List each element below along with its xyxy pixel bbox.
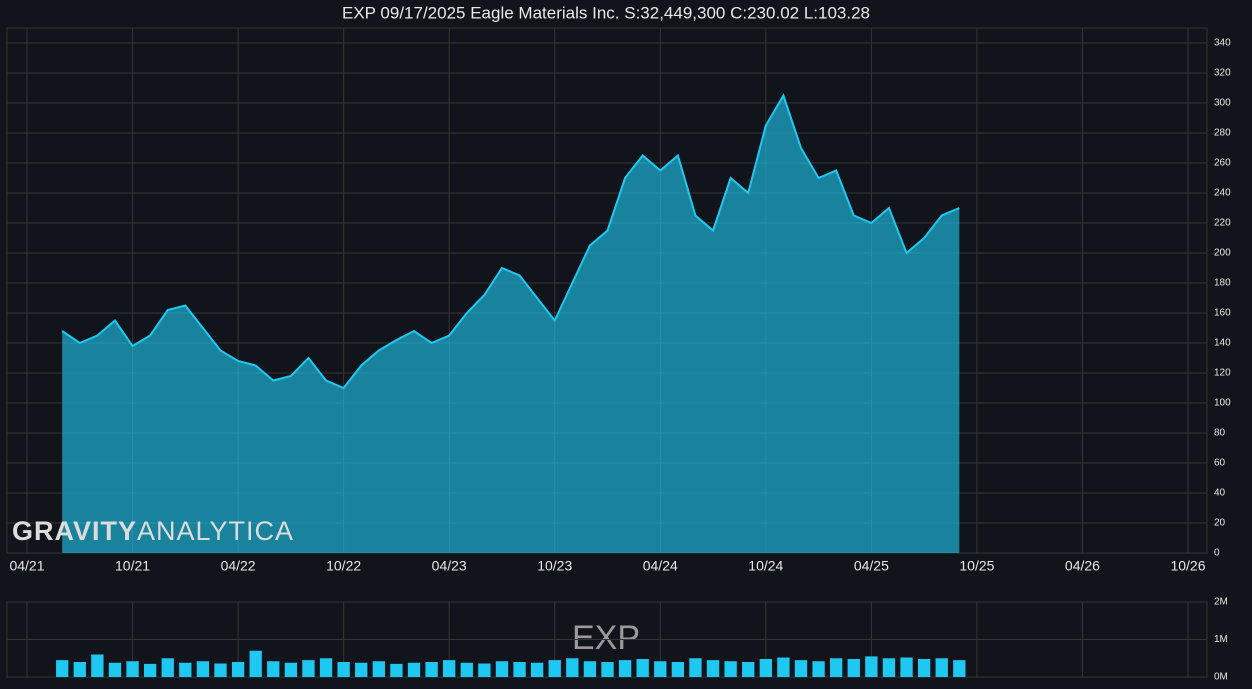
volume-bar — [267, 661, 280, 677]
y-tick-label: 0 — [1214, 548, 1220, 559]
volume-bar — [882, 658, 896, 677]
y-tick-label: 60 — [1214, 458, 1226, 469]
y-tick-label: 180 — [1214, 278, 1231, 289]
volume-bar — [953, 660, 966, 677]
volume-bar — [56, 660, 69, 677]
volume-bar — [73, 662, 86, 677]
volume-bar — [618, 660, 632, 677]
y-tick-label: 0M — [1214, 672, 1228, 683]
volume-bar — [548, 660, 561, 677]
volume-bar — [935, 658, 948, 677]
volume-bar — [355, 662, 368, 677]
x-tick-label: 04/21 — [9, 558, 44, 574]
y-tick-label: 220 — [1214, 218, 1231, 229]
volume-bar — [671, 662, 685, 677]
volume-bar — [794, 660, 808, 677]
y-tick-label: 40 — [1214, 488, 1226, 499]
x-tick-label: 10/26 — [1170, 558, 1205, 574]
volume-bar — [513, 662, 526, 677]
volume-bar — [654, 661, 667, 677]
volume-bar — [460, 662, 473, 677]
volume-bar — [443, 660, 456, 677]
y-tick-label: 80 — [1214, 428, 1226, 439]
y-tick-label: 120 — [1214, 368, 1231, 379]
x-tick-label: 04/24 — [643, 558, 678, 574]
volume-bar — [91, 654, 104, 677]
x-tick-label: 10/23 — [537, 558, 572, 574]
x-tick-label: 10/21 — [115, 558, 150, 574]
volume-bar — [706, 660, 720, 677]
area-fill — [62, 95, 960, 553]
volume-bar — [284, 662, 298, 677]
y-tick-label: 160 — [1214, 308, 1231, 319]
volume-bar — [478, 663, 491, 677]
volume-bar — [249, 650, 262, 677]
y-tick-label: 1M — [1214, 634, 1228, 645]
x-tick-label: 10/22 — [326, 558, 361, 574]
volume-bar — [319, 658, 333, 677]
volume-bar — [495, 661, 509, 677]
volume-bar — [390, 663, 403, 677]
volume-bar — [865, 656, 878, 677]
logo: GRAVITYANALYTICA — [12, 516, 294, 546]
volume-bar — [407, 662, 421, 677]
volume-bar — [372, 661, 385, 677]
volume-bar — [214, 663, 227, 677]
volume-bar — [689, 658, 702, 677]
volume-bar — [742, 662, 755, 677]
chart-title: EXP 09/17/2025 Eagle Materials Inc. S:32… — [342, 3, 870, 22]
volume-bar — [759, 659, 772, 677]
volume-bar — [196, 661, 210, 677]
volume-bar — [583, 661, 597, 677]
y-tick-label: 260 — [1214, 158, 1231, 169]
x-tick-label: 04/23 — [432, 558, 467, 574]
watermark: EXP — [572, 619, 640, 657]
volume-bar — [302, 660, 315, 677]
logo-bold: GRAVITY — [12, 516, 137, 546]
volume-bar — [566, 658, 579, 677]
volume-bar — [161, 658, 174, 677]
volume-bar — [143, 663, 157, 677]
x-tick-label: 04/25 — [854, 558, 889, 574]
y-tick-label: 340 — [1214, 38, 1231, 49]
volume-bar — [231, 662, 245, 677]
volume-bar — [179, 662, 192, 677]
volume-bar — [847, 659, 860, 677]
volume-bar — [724, 661, 737, 677]
x-tick-label: 10/25 — [959, 558, 994, 574]
y-tick-label: 2M — [1214, 597, 1228, 608]
volume-bar — [530, 662, 544, 677]
x-tick-label: 04/22 — [221, 558, 256, 574]
y-tick-label: 100 — [1214, 398, 1231, 409]
volume-bar — [917, 659, 931, 677]
volume-bar — [830, 658, 843, 677]
volume-bar — [126, 661, 139, 677]
volume-bar — [812, 661, 825, 677]
volume-bar — [601, 662, 614, 677]
volume-bar — [900, 657, 913, 677]
y-tick-label: 320 — [1214, 68, 1231, 79]
volume-bar — [636, 659, 649, 677]
x-tick-label: 04/26 — [1065, 558, 1100, 574]
logo-light: ANALYTICA — [137, 516, 294, 546]
y-tick-label: 140 — [1214, 338, 1231, 349]
y-tick-label: 20 — [1214, 518, 1226, 529]
y-tick-label: 240 — [1214, 188, 1231, 199]
y-tick-label: 300 — [1214, 98, 1231, 109]
y-tick-label: 200 — [1214, 248, 1231, 259]
volume-bar — [108, 662, 122, 677]
volume-bar — [425, 662, 438, 677]
y-tick-label: 280 — [1214, 128, 1231, 139]
x-tick-label: 10/24 — [748, 558, 783, 574]
price-line — [61, 93, 960, 390]
volume-bar — [777, 657, 790, 677]
volume-bar — [337, 662, 350, 677]
